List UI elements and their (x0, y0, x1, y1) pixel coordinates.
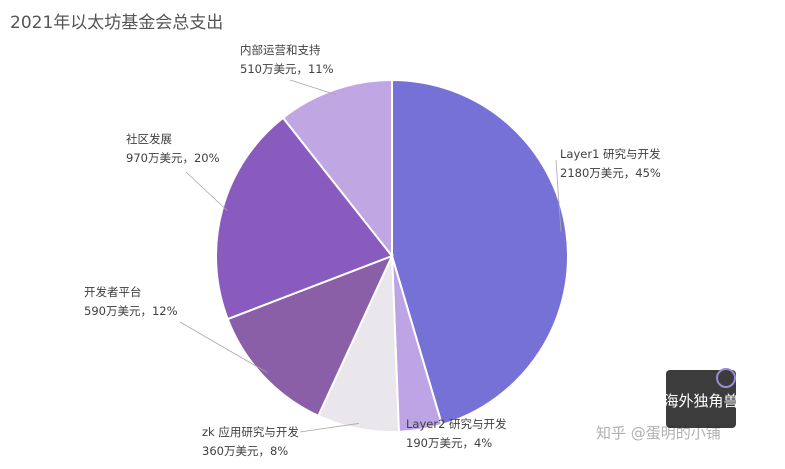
leader-line (179, 321, 268, 374)
slice-label-value: 590万美元，12% (84, 304, 178, 318)
pie-slice (391, 78, 569, 426)
slice-label-value: 190万美元，4% (406, 436, 492, 450)
leader-line (299, 423, 359, 433)
pie-slice (226, 254, 394, 418)
slice-labels: Layer1 研究与开发 2180万美元，45% Layer2 研究与开发 190万美… (84, 43, 661, 458)
watermark-text: 知乎 @蛋明的小铺 (596, 424, 721, 442)
leader-lines (179, 79, 562, 433)
slice-label-name: 社区发展 (126, 132, 172, 146)
slice-label-name: zk 应用研究与开发 (202, 425, 299, 439)
watermark-logo: 海外独角兽 (663, 368, 739, 428)
leader-line (289, 79, 337, 96)
slice-label-value: 970万美元，20% (126, 151, 220, 165)
watermark-logo-text: 海外独角兽 (663, 392, 738, 410)
slice-label-name: Layer2 研究与开发 (406, 417, 507, 431)
chart-title: 2021年以太坊基金会总支出 (10, 13, 224, 33)
slice-label-name: 开发者平台 (84, 285, 142, 299)
pie-slice (281, 78, 393, 259)
slice-label-name: Layer1 研究与开发 (560, 147, 661, 161)
pie-slice (215, 116, 394, 321)
leader-line (555, 159, 562, 232)
slice-label-name: 内部运营和支持 (240, 43, 321, 57)
slice-label-value: 360万美元，8% (202, 444, 288, 458)
slice-label-value: 2180万美元，45% (560, 166, 661, 180)
leader-line (185, 171, 228, 212)
pie-slices (215, 78, 569, 433)
watermark: 知乎 @蛋明的小铺 海外独角兽 (596, 368, 739, 442)
slice-label-value: 510万美元，11% (240, 62, 334, 76)
